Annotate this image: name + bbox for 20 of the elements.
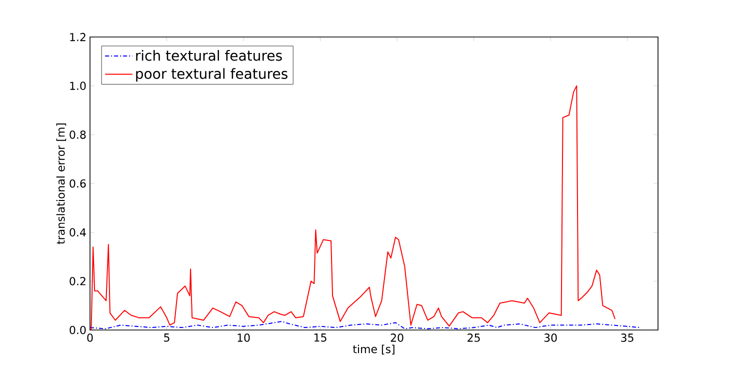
y-tick-label: 0.6 (70, 179, 86, 188)
y-axis-title: translational error [m] (56, 124, 66, 244)
x-tick-label: 15 (314, 334, 326, 342)
y-tick-label: 0.8 (70, 130, 86, 139)
x-tick-label: 35 (621, 334, 634, 342)
x-axis-title: time [s] (352, 344, 394, 355)
x-tick-label: 20 (390, 334, 404, 342)
y-tick-label: 1.2 (70, 32, 86, 42)
y-tick-label: 0.4 (70, 228, 86, 236)
x-tick-label: 10 (238, 334, 250, 342)
y-tick-label: 1.0 (70, 82, 86, 90)
legend-label: rich textural features (136, 50, 282, 61)
y-tick-label: 0.0 (70, 326, 86, 334)
x-tick-label: 25 (468, 334, 480, 342)
x-tick-label: 30 (544, 334, 557, 342)
x-tick-label: 5 (164, 334, 170, 342)
line-series (90, 85, 616, 330)
y-tick-label: 0.2 (70, 277, 86, 286)
x-tick-label: 0 (87, 334, 93, 342)
legend-label: poor textural features (136, 68, 288, 82)
